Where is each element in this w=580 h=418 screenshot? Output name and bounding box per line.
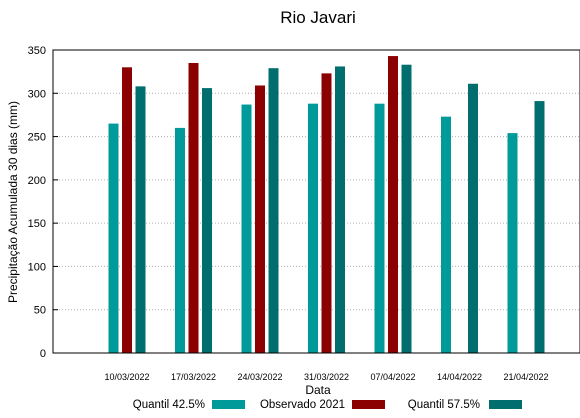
bar-observado-2021-2	[255, 85, 265, 353]
y-tick-label: 200	[28, 175, 46, 187]
x-tick-label: 24/03/2022	[237, 372, 282, 382]
y-tick-label: 150	[28, 218, 46, 230]
bar-quantil-57-5-6	[534, 101, 545, 353]
x-tick-label: 14/04/2022	[437, 372, 482, 382]
y-tick-label: 350	[28, 45, 46, 57]
bar-quantil-42-5-0	[108, 123, 119, 353]
x-tick-label: 31/03/2022	[304, 372, 349, 382]
bar-quantil-42-5-1	[175, 127, 185, 354]
legend-label: Quantil 57.5%	[408, 399, 480, 411]
x-axis-ticks: 10/03/2022 17/03/2022 24/03/2022 31/03/2022…	[104, 372, 548, 382]
y-tick-label: 250	[28, 132, 46, 144]
bar-quantil-42-5-3	[308, 103, 318, 353]
legend: Quantil 42.5% Observado 2021 Quantil 57.5%	[133, 399, 522, 411]
y-tick-label: 300	[28, 88, 46, 100]
legend-swatch	[212, 400, 245, 409]
y-tick-label: 50	[34, 305, 46, 317]
bar-quantil-57-5-5	[468, 83, 478, 354]
chart-title: Rio Javari	[280, 8, 356, 27]
y-tick-label: 0	[40, 348, 46, 360]
bar-quantil-42-5-5	[441, 116, 451, 353]
y-axis-label: Precipitação Acumulada 30 dias (mm)	[6, 101, 20, 303]
bars	[108, 56, 545, 354]
x-tick-label: 10/03/2022	[104, 372, 149, 382]
x-tick-label: 17/03/2022	[171, 372, 216, 382]
bar-observado-2021-3	[321, 73, 332, 354]
x-axis-label: Data	[305, 383, 331, 397]
bar-observado-2021-1	[188, 62, 199, 353]
bar-quantil-57-5-4	[401, 64, 412, 354]
plot-frame	[52, 49, 580, 354]
x-tick-label: 07/04/2022	[370, 372, 415, 382]
legend-label: Observado 2021	[260, 399, 345, 411]
legend-swatch	[489, 400, 522, 409]
bar-observado-2021-0	[122, 67, 132, 354]
bar-observado-2021-4	[388, 56, 398, 354]
y-axis-ticks: 0 50 100 150 200 250 300 350	[28, 45, 58, 360]
bar-quantil-57-5-0	[135, 86, 146, 354]
bar-quantil-42-5-6	[507, 133, 518, 353]
bar-quantil-57-5-3	[335, 66, 345, 353]
x-tick-label: 21/04/2022	[503, 372, 548, 382]
bar-quantil-57-5-2	[268, 68, 279, 354]
bar-quantil-42-5-4	[374, 103, 385, 353]
bar-quantil-57-5-1	[202, 88, 212, 353]
legend-label: Quantil 42.5%	[133, 399, 205, 411]
y-tick-label: 100	[28, 261, 46, 273]
legend-swatch	[352, 400, 385, 409]
bar-quantil-42-5-2	[241, 104, 252, 353]
